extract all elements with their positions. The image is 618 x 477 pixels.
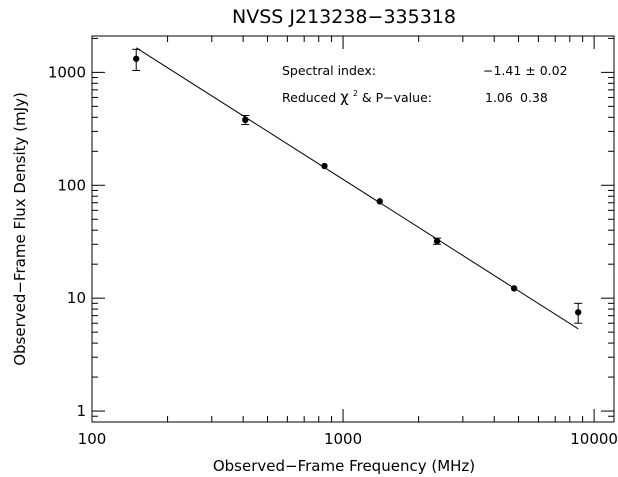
x-tick-label: 100 bbox=[78, 430, 107, 448]
axis-tick-labels: 100 1000 10000 1 10 100 1000 bbox=[48, 63, 618, 448]
x-tick-label: 1000 bbox=[324, 430, 362, 448]
y-tick-label: 1 bbox=[76, 402, 86, 420]
data-point bbox=[133, 55, 140, 62]
data-point bbox=[321, 162, 328, 170]
data-point bbox=[242, 116, 249, 124]
y-tick-label: 1000 bbox=[48, 63, 86, 81]
spectral-index-value: −1.41 ± 0.02 bbox=[483, 63, 568, 78]
p-value: 0.38 bbox=[520, 90, 548, 105]
fit-line bbox=[135, 47, 579, 330]
fit-line-group bbox=[135, 47, 579, 330]
reduced-chi2-label: Reduced χ 2 & P−value: bbox=[282, 84, 432, 106]
axis-ticks bbox=[91, 36, 614, 423]
data-point bbox=[510, 285, 518, 292]
spectral-index-label: Spectral index: bbox=[282, 63, 376, 78]
y-tick-label: 10 bbox=[67, 289, 86, 307]
reduced-chi2-value: 1.06 bbox=[485, 90, 513, 105]
y-tick-label: 100 bbox=[57, 176, 86, 194]
plot-frame bbox=[91, 35, 615, 423]
chi2-exponent: 2 bbox=[353, 89, 358, 98]
data-point bbox=[574, 309, 582, 316]
chi2-label-suffix: & P−value: bbox=[362, 90, 432, 105]
chi2-symbol: χ bbox=[340, 88, 349, 106]
y-axis-label: Observed−Frame Flux Density (mJy) bbox=[11, 92, 29, 366]
data-points bbox=[132, 48, 583, 324]
chi2-label-prefix: Reduced bbox=[282, 90, 340, 105]
x-axis-label: Observed−Frame Frequency (MHz) bbox=[213, 457, 475, 475]
data-point bbox=[433, 237, 441, 245]
chart-title: NVSS J213238−335318 bbox=[232, 6, 456, 28]
x-tick-label: 10000 bbox=[570, 430, 618, 448]
data-point bbox=[376, 198, 383, 205]
